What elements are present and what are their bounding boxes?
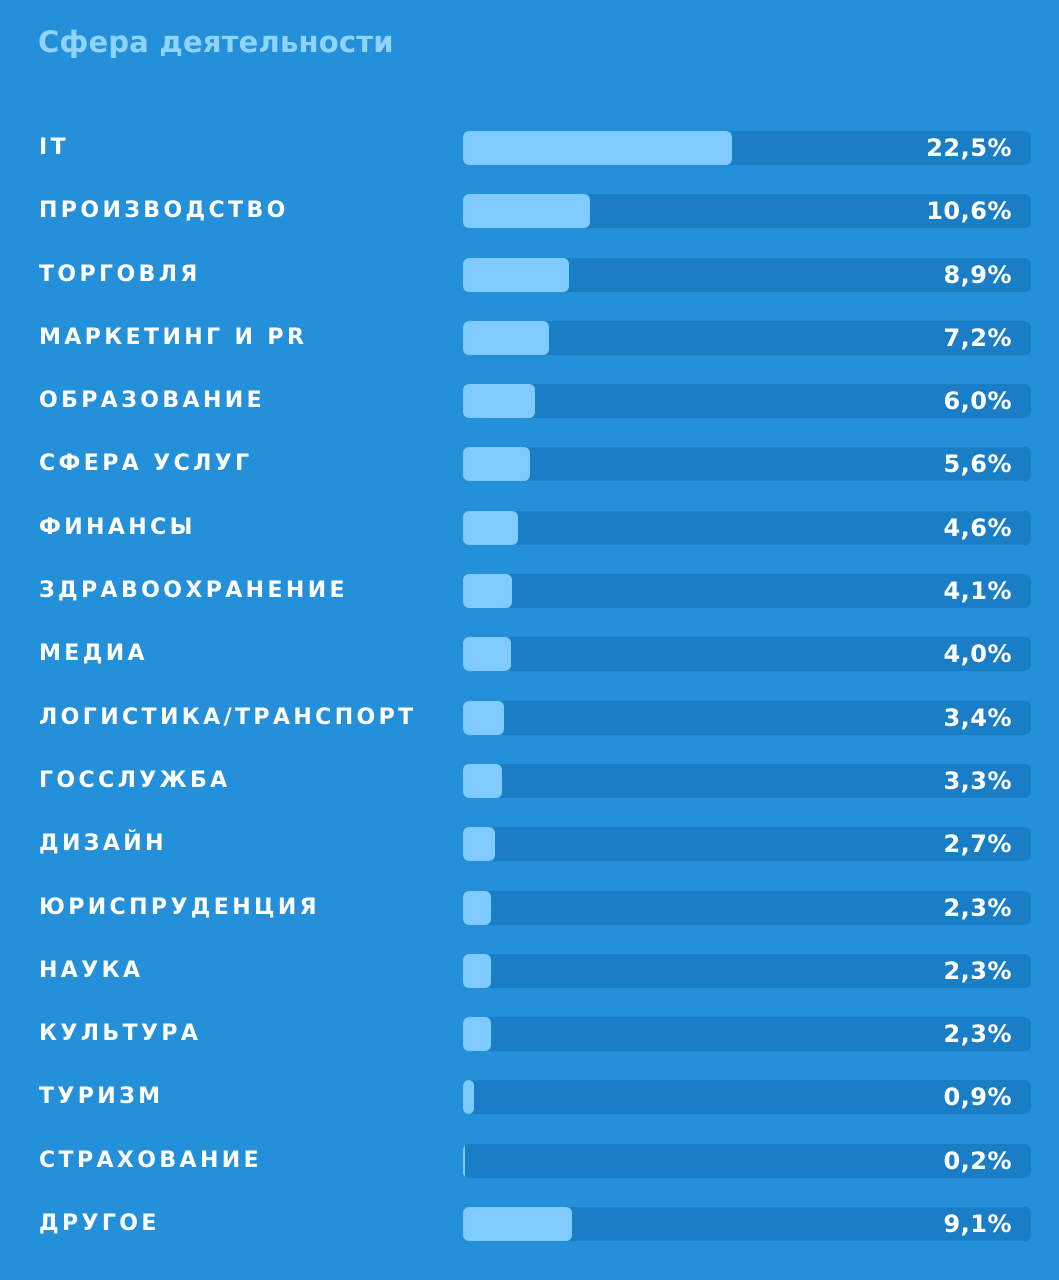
- value-label: 3,4%: [943, 703, 1012, 732]
- bar-track: 0,2%: [463, 1143, 1031, 1178]
- category-label: НАУКА: [39, 957, 144, 983]
- value-label: 9,1%: [943, 1210, 1012, 1239]
- category-label: СТРАХОВАНИЕ: [39, 1147, 263, 1173]
- bar-track: 2,3%: [463, 953, 1031, 988]
- bar-track: 2,7%: [463, 827, 1031, 862]
- bar-fill: [463, 700, 504, 735]
- chart-title: Сфера деятельности: [38, 25, 394, 59]
- bar-fill: [463, 1017, 491, 1052]
- value-label: 4,1%: [943, 577, 1012, 606]
- bar-fill: [463, 257, 570, 292]
- bar-fill: [463, 953, 491, 988]
- value-label: 5,6%: [943, 450, 1012, 479]
- bar-track: 22,5%: [463, 131, 1031, 165]
- category-label: ЛОГИСТИКА/ТРАНСПОРТ: [39, 704, 417, 730]
- bar-row: ГОССЛУЖБА 3,3%: [0, 763, 1059, 827]
- bar-fill: [463, 827, 496, 862]
- category-label: ПРОИЗВОДСТВО: [39, 198, 289, 224]
- bar-fill: [463, 637, 511, 672]
- bar-row: ДИЗАЙН 2,7%: [0, 827, 1059, 890]
- bar-row: ТОРГОВЛЯ 8,9%: [0, 257, 1059, 321]
- value-label: 2,3%: [943, 1020, 1012, 1049]
- category-label: МЕДИА: [39, 641, 148, 667]
- category-label: КУЛЬТУРА: [39, 1021, 202, 1047]
- bar-track: 9,1%: [463, 1207, 1031, 1242]
- bar-track: 0,9%: [463, 1080, 1031, 1115]
- bar-track: 4,0%: [463, 637, 1031, 672]
- bar-fill: [463, 763, 503, 798]
- category-label: ГОССЛУЖБА: [39, 767, 231, 793]
- category-label: IT: [39, 135, 69, 160]
- category-label: ЗДРАВООХРАНЕНИЕ: [39, 578, 348, 604]
- bar-track: 5,6%: [463, 447, 1031, 482]
- bar-fill: [463, 320, 550, 355]
- bar-row: IT 22,5%: [0, 131, 1059, 194]
- bar-fill: [463, 194, 590, 229]
- bar-row: ЛОГИСТИКА/ТРАНСПОРТ 3,4%: [0, 700, 1059, 764]
- bar-row: ЗДРАВООХРАНЕНИЕ 4,1%: [0, 574, 1059, 637]
- bar-row: ОБРАЗОВАНИЕ 6,0%: [0, 384, 1059, 447]
- category-label: ТУРИЗМ: [39, 1084, 164, 1110]
- category-label: СФЕРА УСЛУГ: [39, 451, 253, 477]
- bar-fill: [463, 384, 535, 419]
- value-label: 6,0%: [943, 387, 1012, 416]
- bar-track: 7,2%: [463, 320, 1031, 355]
- bar-track: 4,1%: [463, 574, 1031, 609]
- value-label: 3,3%: [943, 766, 1012, 795]
- value-label: 10,6%: [926, 197, 1012, 226]
- bar-fill: [463, 1143, 466, 1178]
- value-label: 0,2%: [943, 1146, 1012, 1175]
- value-label: 22,5%: [926, 134, 1012, 162]
- bar-row: ФИНАНСЫ 4,6%: [0, 510, 1059, 574]
- category-label: ДИЗАЙН: [39, 831, 167, 857]
- bar-row: НАУКА 2,3%: [0, 953, 1059, 1017]
- bar-row: МЕДИА 4,0%: [0, 637, 1059, 700]
- bar-row: ПРОИЗВОДСТВО 10,6%: [0, 194, 1059, 257]
- category-label: ОБРАЗОВАНИЕ: [39, 388, 266, 414]
- bar-fill: [463, 890, 491, 925]
- bar-track: 3,3%: [463, 763, 1031, 798]
- category-label: МАРКЕТИНГ И PR: [39, 324, 308, 350]
- bar-track: 2,3%: [463, 890, 1031, 925]
- category-label: ТОРГОВЛЯ: [39, 261, 201, 287]
- bar-fill: [463, 1207, 572, 1242]
- bar-row: СТРАХОВАНИЕ 0,2%: [0, 1143, 1059, 1207]
- value-label: 2,3%: [943, 893, 1012, 922]
- value-label: 7,2%: [943, 323, 1012, 352]
- bar-fill: [463, 447, 530, 482]
- bar-fill: [463, 131, 733, 165]
- bar-row: КУЛЬТУРА 2,3%: [0, 1017, 1059, 1080]
- bar-track: 3,4%: [463, 700, 1031, 735]
- value-label: 8,9%: [943, 260, 1012, 289]
- value-label: 2,3%: [943, 956, 1012, 985]
- bar-fill: [463, 574, 513, 609]
- value-label: 0,9%: [943, 1083, 1012, 1112]
- bar-row: ЮРИСПРУДЕНЦИЯ 2,3%: [0, 890, 1059, 954]
- bar-track: 8,9%: [463, 257, 1031, 292]
- bar-row: ТУРИЗМ 0,9%: [0, 1080, 1059, 1143]
- bar-track: 2,3%: [463, 1017, 1031, 1052]
- category-label: ЮРИСПРУДЕНЦИЯ: [39, 894, 321, 920]
- bar-chart: IT 22,5% ПРОИЗВОДСТВО 10,6% ТОРГОВЛЯ 8,9% МАРК…: [0, 131, 1059, 1270]
- bar-track: 4,6%: [463, 510, 1031, 545]
- value-label: 4,0%: [943, 640, 1012, 669]
- category-label: ДРУГОЕ: [39, 1211, 160, 1237]
- bar-track: 10,6%: [463, 194, 1031, 229]
- bar-fill: [463, 1080, 474, 1115]
- bar-row: ДРУГОЕ 9,1%: [0, 1207, 1059, 1270]
- category-label: ФИНАНСЫ: [39, 514, 196, 540]
- bar-track: 6,0%: [463, 384, 1031, 419]
- value-label: 2,7%: [943, 830, 1012, 859]
- value-label: 4,6%: [943, 513, 1012, 542]
- bar-row: МАРКЕТИНГ И PR 7,2%: [0, 320, 1059, 384]
- bar-fill: [463, 510, 518, 545]
- bar-row: СФЕРА УСЛУГ 5,6%: [0, 447, 1059, 510]
